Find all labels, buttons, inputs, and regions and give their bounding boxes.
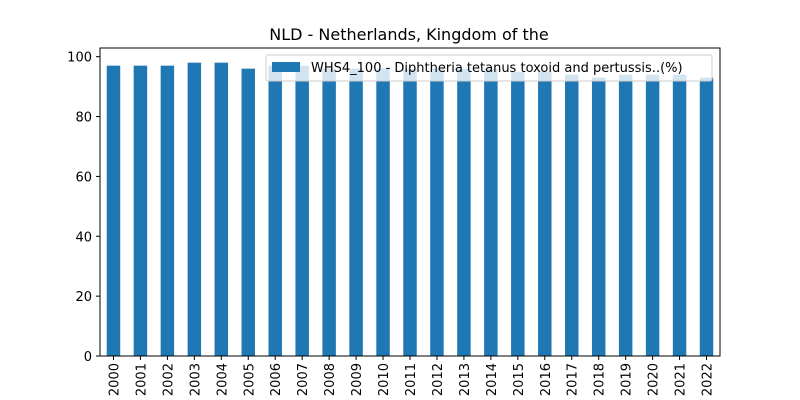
y-tick-label: 20 [75, 290, 92, 305]
bar-2007 [295, 65, 309, 357]
x-tick-label: 2010 [377, 363, 392, 396]
x-tick-label: 2007 [296, 363, 311, 396]
y-axis-ticks: 0 20 40 60 80 100 [67, 51, 100, 365]
bar-2013 [457, 68, 471, 356]
chart-title: NLD - Netherlands, Kingdom of the [269, 25, 548, 44]
x-tick-label: 2001 [134, 363, 149, 396]
y-tick-label: 0 [84, 350, 92, 365]
x-axis-ticks: 2000 2001 2002 2003 2004 2005 2006 2007 2008 2009… [107, 356, 716, 396]
x-tick-label: 2006 [269, 363, 284, 396]
bar-2020 [645, 74, 660, 356]
bar-2009 [349, 68, 363, 356]
bars [106, 62, 714, 357]
x-tick-label: 2019 [620, 363, 635, 396]
bar-2000 [106, 65, 121, 357]
x-tick-label: 2021 [674, 363, 689, 396]
bar-2005 [241, 68, 255, 356]
bar-2018 [591, 77, 606, 356]
x-tick-label: 2012 [431, 363, 446, 396]
bar-2022 [699, 77, 714, 356]
legend-box [265, 54, 713, 82]
bar-2012 [430, 68, 444, 356]
bar-2014 [484, 68, 498, 356]
bar-2015 [511, 71, 525, 357]
x-tick-label: 2011 [404, 363, 419, 396]
legend: WHS4_100 - Diphtheria tetanus toxoid and… [265, 54, 713, 82]
x-tick-label: 2004 [215, 363, 230, 396]
y-tick-label: 80 [75, 111, 92, 126]
bar-2016 [538, 71, 552, 357]
x-tick-label: 2022 [701, 363, 716, 396]
x-tick-label: 2005 [242, 363, 257, 396]
legend-label: WHS4_100 - Diphtheria tetanus toxoid and… [311, 61, 683, 76]
x-tick-label: 2003 [188, 363, 203, 396]
x-tick-label: 2008 [323, 363, 338, 396]
x-tick-label: 2013 [458, 363, 473, 396]
y-tick-label: 60 [75, 170, 92, 185]
bar-2010 [376, 68, 390, 356]
x-tick-label: 2016 [539, 363, 554, 396]
x-tick-label: 2014 [485, 363, 500, 396]
bar-2019 [618, 74, 633, 356]
x-tick-label: 2018 [593, 363, 608, 396]
x-tick-label: 2000 [107, 363, 122, 396]
bar-2006 [268, 65, 282, 357]
x-tick-label: 2002 [161, 363, 176, 396]
bar-2011 [403, 68, 417, 356]
bar-2003 [187, 62, 202, 357]
x-tick-label: 2017 [566, 363, 581, 396]
y-tick-label: 100 [67, 51, 92, 66]
x-tick-label: 2015 [512, 363, 527, 396]
bar-2021 [672, 74, 687, 356]
legend-swatch [272, 62, 300, 72]
bar-2017 [565, 74, 579, 356]
x-tick-label: 2009 [350, 363, 365, 396]
bar-2001 [133, 65, 148, 357]
y-tick-label: 40 [75, 230, 92, 245]
bar-2008 [322, 68, 336, 356]
bar-2004 [214, 62, 229, 357]
bar-2002 [160, 65, 175, 357]
x-tick-label: 2020 [647, 363, 662, 396]
